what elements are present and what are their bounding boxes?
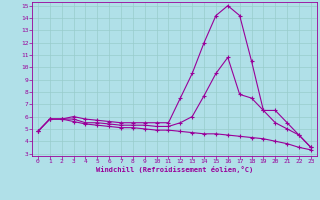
X-axis label: Windchill (Refroidissement éolien,°C): Windchill (Refroidissement éolien,°C) — [96, 166, 253, 173]
